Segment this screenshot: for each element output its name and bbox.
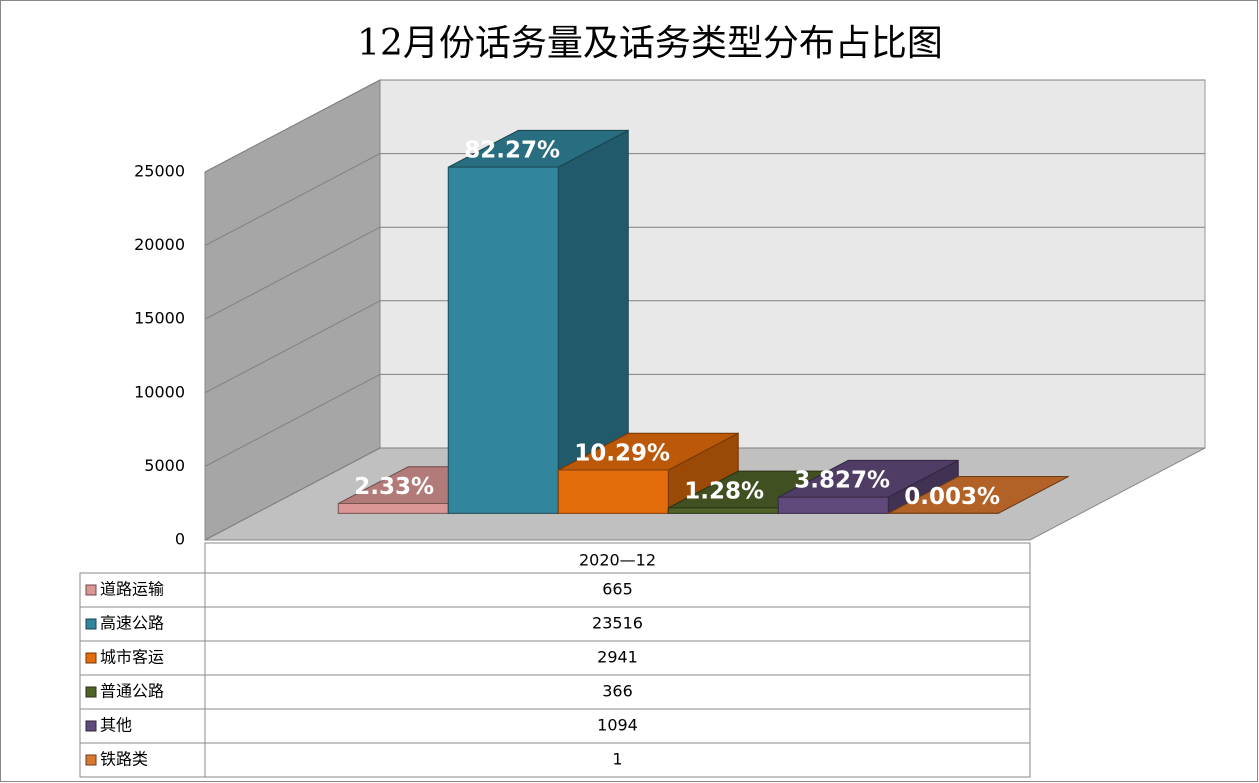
legend-key	[85, 686, 97, 698]
table-value: 665	[602, 580, 633, 599]
bar-front	[667, 507, 779, 514]
y-tick-label: 0	[175, 530, 185, 549]
grid-line	[204, 79, 381, 173]
legend-key	[85, 618, 97, 630]
legend-label: 铁路类	[100, 750, 148, 769]
plot-area: 0 5000 10000 15000 20000 25000 2.33% 82.27% 10.2…	[134, 79, 1206, 549]
table-value: 1	[612, 750, 622, 769]
y-tick-label: 15000	[134, 309, 185, 328]
value-label: 0.003%	[904, 484, 1000, 510]
grid-line	[204, 447, 381, 541]
table-cell	[204, 742, 1031, 778]
y-tick-label: 20000	[134, 235, 185, 254]
legend-key	[85, 720, 97, 732]
table-row-header	[79, 640, 206, 676]
legend-label: 道路运输	[100, 580, 164, 599]
legend-key	[85, 584, 97, 596]
table-cell	[204, 572, 1031, 608]
legend-key	[85, 652, 97, 664]
value-label: 1.28%	[684, 478, 764, 504]
bar	[777, 459, 959, 515]
value-label: 3.827%	[794, 468, 890, 494]
table-value: 366	[602, 682, 633, 701]
table-value: 1094	[597, 716, 638, 735]
bar	[887, 475, 1069, 515]
table-cell	[204, 640, 1031, 676]
table-cell	[204, 674, 1031, 710]
table-cell	[204, 708, 1031, 744]
bar-front	[337, 503, 449, 514]
table-row-header	[79, 708, 206, 744]
chart-title: 12月份话务量及话务类型分布占比图	[357, 23, 943, 64]
table-row-header	[79, 674, 206, 710]
y-tick-label: 25000	[134, 162, 185, 181]
grid-line	[204, 153, 381, 247]
y-tick-label: 5000	[144, 456, 185, 475]
table-value: 2941	[597, 648, 638, 667]
table-cell	[204, 606, 1031, 642]
legend-label: 高速公路	[100, 614, 164, 633]
value-label: 10.29%	[574, 441, 670, 467]
value-label: 2.33%	[354, 474, 434, 500]
bar-front	[777, 496, 889, 514]
grid-line	[204, 226, 381, 320]
y-tick-label: 10000	[134, 382, 185, 401]
data-table: 2020—12 道路运输 665 高速公路 23516 城市客运 2941 普通公路 366 其他…	[79, 542, 1031, 778]
legend-label: 其他	[100, 716, 132, 735]
grid-line	[204, 300, 381, 394]
bar	[447, 129, 629, 515]
table-header-cell	[204, 542, 1031, 574]
legend-label: 普通公路	[100, 682, 164, 701]
table-row-header	[79, 606, 206, 642]
table-header: 2020—12	[579, 551, 656, 570]
bar-front	[557, 469, 669, 514]
legend-key	[85, 754, 97, 766]
legend-label: 城市客运	[100, 648, 164, 667]
bar	[557, 432, 739, 515]
bar-front	[447, 166, 559, 514]
table-row-header	[79, 572, 206, 608]
grid-line	[204, 373, 381, 467]
table-value: 23516	[592, 614, 643, 633]
value-label: 82.27%	[464, 138, 560, 164]
